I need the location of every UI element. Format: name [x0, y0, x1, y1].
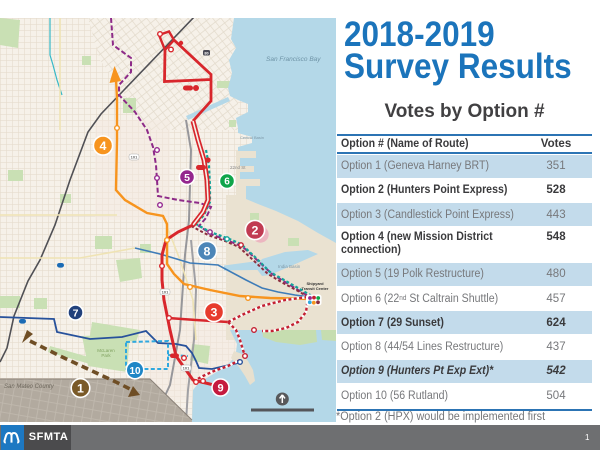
svg-text:San Francisco Bay: San Francisco Bay — [266, 56, 321, 63]
svg-text:101: 101 — [162, 290, 169, 295]
svg-text:101: 101 — [131, 155, 138, 160]
svg-text:8: 8 — [204, 245, 211, 259]
svg-text:2: 2 — [252, 224, 259, 238]
svg-text:80: 80 — [204, 51, 208, 55]
svg-text:6: 6 — [224, 177, 230, 188]
svg-text:3: 3 — [211, 306, 218, 320]
svg-text:4: 4 — [100, 139, 107, 153]
svg-text:McLaren: McLaren — [97, 348, 115, 353]
svg-text:5: 5 — [184, 172, 190, 184]
svg-text:9: 9 — [217, 383, 223, 395]
svg-text:Transit Center: Transit Center — [302, 286, 329, 291]
svg-text:Central Basin: Central Basin — [240, 135, 264, 140]
svg-text:10: 10 — [129, 366, 141, 377]
svg-text:San Mateo County: San Mateo County — [4, 384, 55, 390]
svg-text:7: 7 — [73, 308, 79, 320]
svg-text:Park: Park — [101, 353, 111, 358]
svg-text:101: 101 — [183, 366, 190, 371]
svg-text:1: 1 — [77, 382, 84, 396]
svg-text:22nd St: 22nd St — [230, 165, 246, 170]
svg-text:Shipyard: Shipyard — [306, 281, 324, 286]
svg-text:India Basin: India Basin — [278, 264, 301, 269]
